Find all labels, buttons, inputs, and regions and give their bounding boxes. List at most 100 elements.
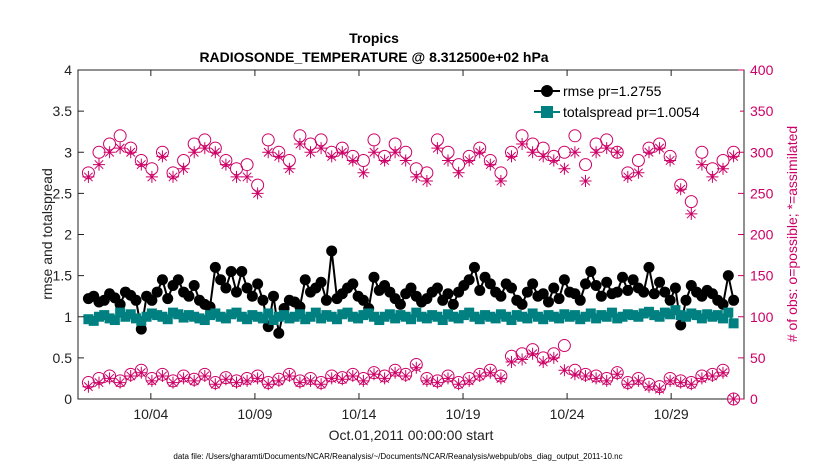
obs-assimilated-point xyxy=(463,154,476,167)
totalspread-point xyxy=(395,310,406,321)
obs-assimilated-point xyxy=(325,150,338,163)
totalspread-point xyxy=(331,314,342,325)
obs-assimilated-point xyxy=(315,142,328,155)
rmse-point xyxy=(236,266,248,278)
totalspread-point xyxy=(548,311,559,322)
obs-assimilated-point xyxy=(124,370,137,382)
rmse-point xyxy=(357,294,369,306)
totalspread-point xyxy=(432,311,443,322)
rmse-point xyxy=(542,296,554,308)
rmse-point xyxy=(474,284,486,296)
y-right-tick-label: 0 xyxy=(750,391,758,407)
totalspread-point xyxy=(210,308,221,319)
obs-assimilated-point xyxy=(167,170,179,183)
obs-possible-point xyxy=(240,158,254,172)
totalspread-point xyxy=(268,315,279,326)
obs-assimilated-point xyxy=(537,150,550,163)
totalspread-point xyxy=(205,310,216,321)
y-right-tick-label: 200 xyxy=(750,227,774,243)
rmse-point xyxy=(717,298,729,310)
obs-assimilated-point xyxy=(632,166,645,179)
rmse-point xyxy=(252,278,264,290)
obs-assimilated-point xyxy=(473,146,486,159)
obs-assimilated-point xyxy=(209,146,222,159)
rmse-point xyxy=(611,286,623,298)
y-axis-right-label: # of obs: o=possible; *=assimilated xyxy=(784,126,800,342)
rmse-point xyxy=(484,278,496,290)
obs-assimilated-point xyxy=(251,187,264,200)
rmse-point xyxy=(680,294,692,306)
rmse-point xyxy=(622,284,634,296)
rmse-point xyxy=(728,294,740,306)
y-right-tick-label: 400 xyxy=(750,62,774,78)
obs-assimilated-point xyxy=(82,380,95,393)
obs-assimilated-point xyxy=(442,154,454,167)
obs-assimilated-point xyxy=(293,138,306,150)
totalspread-point xyxy=(464,307,475,318)
totalspread-point xyxy=(131,313,142,324)
totalspread-point xyxy=(427,310,438,321)
obs-assimilated-point xyxy=(378,372,391,385)
rmse-point xyxy=(220,282,232,294)
rmse-point xyxy=(527,278,539,290)
obs-possible-point xyxy=(695,145,709,159)
rmse-point xyxy=(447,298,459,310)
totalspread-point xyxy=(141,311,152,322)
rmse-point xyxy=(183,290,195,302)
totalspread-point xyxy=(469,311,480,322)
obs-possible-point xyxy=(367,133,381,147)
x-axis-label: Oct.01,2011 00:00:00 start xyxy=(329,427,494,443)
obs-possible-point xyxy=(579,158,593,172)
rmse-point xyxy=(130,294,142,306)
totalspread-point xyxy=(638,308,649,319)
totalspread-point xyxy=(622,309,633,320)
obs-assimilated-point xyxy=(621,378,634,391)
obs-assimilated-point xyxy=(378,154,391,167)
obs-assimilated-point xyxy=(230,170,243,183)
rmse-point xyxy=(580,278,592,290)
totalspread-point xyxy=(495,309,506,320)
rmse-point xyxy=(257,294,269,306)
totalspread-point xyxy=(83,314,94,325)
totalspread-point xyxy=(628,310,639,321)
obs-assimilated-point xyxy=(283,162,296,175)
obs-assimilated-point xyxy=(547,154,560,167)
totalspread-point xyxy=(368,311,379,322)
totalspread-point xyxy=(273,311,284,322)
obs-assimilated-point xyxy=(346,370,359,382)
totalspread-point xyxy=(326,311,337,322)
obs-assimilated-point xyxy=(272,374,285,387)
totalspread-point xyxy=(374,315,385,326)
totalspread-point xyxy=(406,314,416,325)
totalspread-point xyxy=(654,311,665,322)
obs-assimilated-point xyxy=(399,370,412,382)
totalspread-point xyxy=(183,310,194,321)
totalspread-point xyxy=(686,308,697,319)
totalspread-point xyxy=(659,307,670,318)
totalspread-point xyxy=(580,311,591,322)
totalspread-point xyxy=(649,310,660,321)
series-layer xyxy=(81,129,741,406)
obs-assimilated-point xyxy=(262,378,275,391)
totalspread-point xyxy=(490,313,501,324)
totalspread-point xyxy=(247,310,258,321)
totalspread-point xyxy=(257,313,268,324)
totalspread-point xyxy=(670,305,681,316)
obs-assimilated-point xyxy=(611,368,624,381)
totalspread-point xyxy=(347,311,358,322)
totalspread-point xyxy=(411,307,422,318)
totalspread-point xyxy=(691,310,702,321)
totalspread-point xyxy=(104,313,115,324)
obs-assimilated-point xyxy=(643,380,655,393)
rmse-point xyxy=(146,294,158,306)
obs-assimilated-point xyxy=(611,146,624,159)
totalspread-point xyxy=(289,311,300,322)
rmse-point xyxy=(468,261,480,273)
totalspread-point xyxy=(443,309,454,320)
totalspread-point xyxy=(517,311,528,322)
totalspread-point xyxy=(379,311,390,322)
obs-assimilated-point xyxy=(537,356,550,368)
rmse-point xyxy=(574,294,586,306)
rmse-point xyxy=(225,266,237,278)
obs-assimilated-point xyxy=(695,372,708,385)
